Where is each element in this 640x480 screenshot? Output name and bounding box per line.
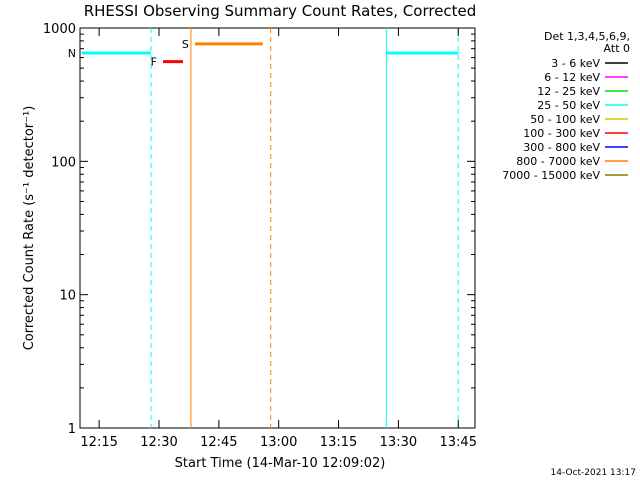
y-tick-label: 100	[51, 155, 76, 170]
legend-label: 3 - 6 keV	[551, 57, 600, 70]
x-tick-label: 13:45	[440, 435, 477, 450]
x-tick-label: 12:45	[200, 435, 237, 450]
y-tick-label: 10	[59, 289, 76, 304]
y-tick-label: 1000	[43, 22, 76, 37]
x-tick-label: 13:00	[260, 435, 297, 450]
flag-label-0: F	[151, 56, 157, 69]
legend-label: 100 - 300 keV	[523, 127, 600, 140]
x-tick-label: 12:30	[140, 435, 177, 450]
legend-header-att: Att 0	[604, 42, 630, 55]
y-axis-label: Corrected Count Rate (s⁻¹ detector⁻¹)	[22, 106, 37, 351]
plot-frame	[79, 27, 476, 429]
legend-label: 12 - 25 keV	[537, 85, 600, 98]
y-tick-label: 1	[68, 422, 76, 437]
flag-label-3: S	[182, 38, 189, 51]
legend-label: 7000 - 15000 keV	[502, 169, 600, 182]
footer-timestamp: 14-Oct-2021 13:17	[551, 468, 636, 478]
legend-label: 300 - 800 keV	[523, 141, 600, 154]
legend-label: 6 - 12 keV	[544, 71, 600, 84]
x-tick-label: 12:15	[80, 435, 117, 450]
legend-label: 800 - 7000 keV	[516, 155, 600, 168]
legend-label: 50 - 100 keV	[530, 113, 600, 126]
x-tick-label: 13:30	[380, 435, 417, 450]
legend-header: Det 1,3,4,5,6,9,	[544, 30, 630, 43]
legend-label: 25 - 50 keV	[537, 99, 600, 112]
chart-title: RHESSI Observing Summary Count Rates, Co…	[84, 2, 477, 20]
x-tick-label: 13:15	[320, 435, 357, 450]
flag-label-1: N	[68, 47, 76, 60]
x-axis-label: Start Time (14-Mar-10 12:09:02)	[175, 456, 386, 471]
